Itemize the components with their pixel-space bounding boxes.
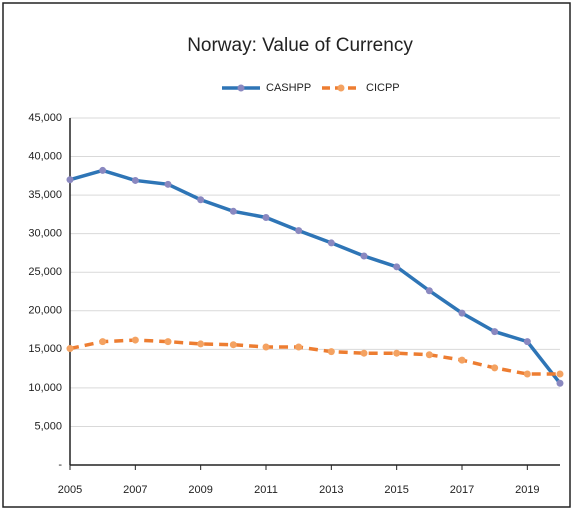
point bbox=[458, 309, 466, 317]
point bbox=[66, 345, 74, 353]
point bbox=[99, 166, 107, 174]
point bbox=[523, 370, 531, 378]
y-tick-label: 20,000 bbox=[28, 305, 62, 317]
x-tick-label: 2007 bbox=[123, 484, 147, 496]
point bbox=[360, 349, 368, 357]
point bbox=[425, 351, 433, 359]
x-tick-label: 2009 bbox=[188, 484, 212, 496]
point bbox=[295, 343, 303, 351]
chart-border bbox=[2, 2, 571, 508]
point bbox=[458, 356, 466, 364]
point bbox=[197, 196, 205, 204]
point bbox=[99, 338, 107, 346]
x-tick-label: 2019 bbox=[515, 484, 539, 496]
y-tick-label: 45,000 bbox=[28, 112, 62, 124]
point bbox=[262, 213, 270, 221]
y-tick-label: 35,000 bbox=[28, 189, 62, 201]
point bbox=[491, 328, 499, 336]
point bbox=[556, 370, 564, 378]
y-tick-label: 40,000 bbox=[28, 150, 62, 162]
point bbox=[197, 340, 205, 348]
x-tick-label: 2013 bbox=[319, 484, 343, 496]
point bbox=[131, 176, 139, 184]
y-tick-label: - bbox=[58, 459, 62, 471]
x-tick-label: 2017 bbox=[450, 484, 474, 496]
legend-marker bbox=[337, 84, 345, 92]
chart-title: Norway: Value of Currency bbox=[187, 35, 413, 56]
y-tick-label: 15,000 bbox=[28, 343, 62, 355]
point bbox=[393, 263, 401, 271]
legend-label: CASHPP bbox=[266, 82, 311, 94]
point bbox=[360, 252, 368, 260]
x-tick-label: 2015 bbox=[384, 484, 408, 496]
point bbox=[229, 341, 237, 349]
point bbox=[425, 287, 433, 295]
y-tick-label: 25,000 bbox=[28, 266, 62, 278]
point bbox=[295, 227, 303, 235]
point bbox=[164, 338, 172, 346]
point bbox=[523, 338, 531, 346]
point bbox=[393, 349, 401, 357]
y-tick-label: 10,000 bbox=[28, 382, 62, 394]
point bbox=[164, 180, 172, 188]
legend-label: CICPP bbox=[366, 82, 400, 94]
series-line bbox=[69, 168, 562, 385]
point bbox=[66, 176, 74, 184]
x-tick-label: 2011 bbox=[254, 484, 278, 496]
point bbox=[262, 343, 270, 351]
series-line bbox=[69, 338, 560, 376]
point bbox=[229, 207, 237, 215]
point bbox=[556, 379, 564, 387]
point bbox=[327, 348, 335, 356]
x-tick-label: 2005 bbox=[58, 484, 82, 496]
point bbox=[327, 239, 335, 247]
point bbox=[491, 364, 499, 372]
y-tick-label: 5,000 bbox=[34, 420, 62, 432]
y-tick-label: 30,000 bbox=[28, 228, 62, 240]
legend-marker bbox=[237, 84, 245, 92]
point bbox=[131, 336, 139, 344]
